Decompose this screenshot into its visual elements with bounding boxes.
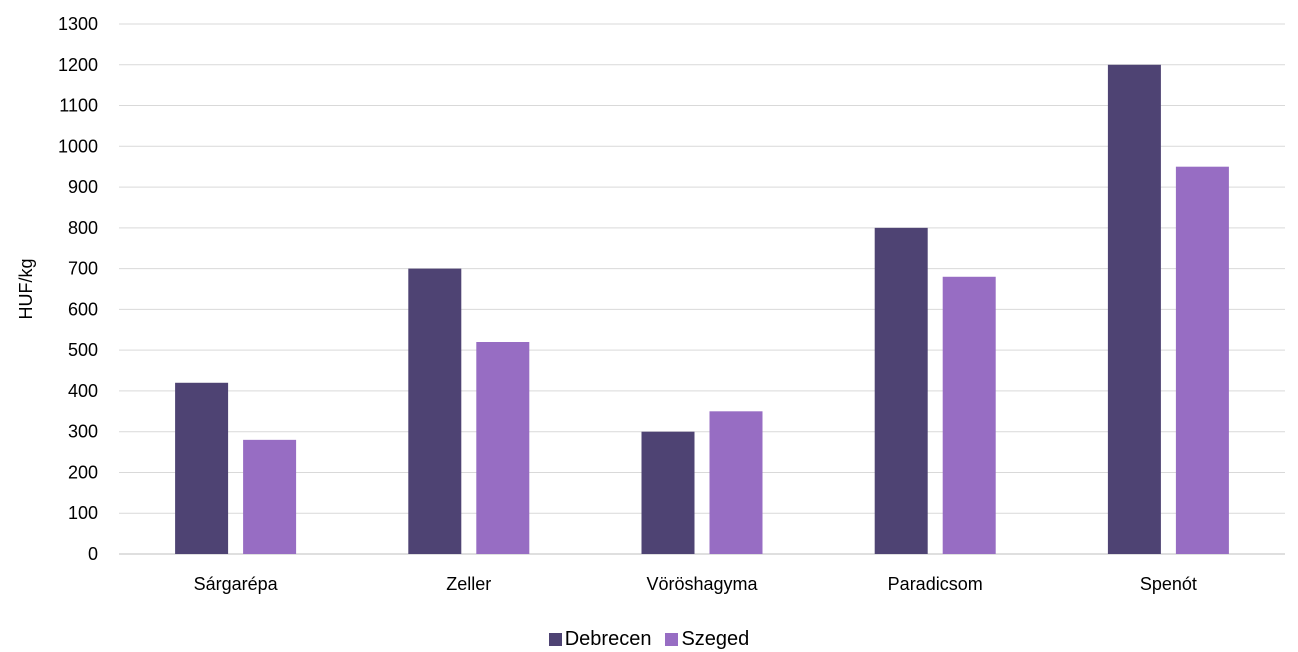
- bar-debrecen-2: [641, 431, 695, 554]
- y-tick-label: 100: [68, 503, 98, 523]
- y-tick-label: 1000: [58, 136, 98, 156]
- legend: Debrecen Szeged: [0, 626, 1298, 652]
- x-category-label: Paradicsom: [888, 574, 983, 594]
- legend-swatch-szeged: [665, 632, 679, 646]
- bar-debrecen-3: [874, 227, 928, 554]
- x-category-label: Vöröshagyma: [646, 574, 758, 594]
- y-tick-label: 0: [88, 544, 98, 564]
- x-category-labels: Sárgarépa Zeller Vöröshagyma Paradicsom Spen…: [194, 574, 1197, 594]
- y-tick-label: 200: [68, 462, 98, 482]
- y-tick-labels: 0 100 200 300 400 500 600 700 800 900 1000 1100 1200…: [58, 14, 98, 564]
- bar-debrecen-4: [1107, 64, 1161, 555]
- bar-szeged-0: [243, 439, 297, 554]
- legend-item-szeged: Szeged: [665, 628, 749, 651]
- bar-szeged-4: [1175, 166, 1229, 554]
- legend-label-debrecen: Debrecen: [564, 627, 652, 650]
- y-tick-label: 900: [68, 177, 98, 197]
- y-tick-label: 600: [68, 299, 98, 319]
- y-tick-label: 1200: [58, 55, 98, 75]
- legend-label-szeged: Szeged: [681, 627, 750, 650]
- bar-szeged-2: [709, 411, 763, 554]
- y-axis-label: HUF/kg: [16, 258, 36, 319]
- bars: [175, 64, 1229, 555]
- y-tick-label: 500: [68, 340, 98, 360]
- y-tick-label: 400: [68, 381, 98, 401]
- legend-swatch-debrecen: [548, 632, 562, 646]
- y-tick-label: 1100: [59, 96, 98, 116]
- gridlines: [119, 23, 1285, 555]
- x-category-label: Spenót: [1140, 574, 1197, 594]
- y-tick-label: 700: [68, 259, 98, 279]
- bar-szeged-1: [476, 342, 530, 554]
- bar-debrecen-1: [408, 268, 462, 554]
- legend-item-debrecen: Debrecen: [548, 627, 652, 651]
- x-category-label: Zeller: [446, 574, 491, 594]
- x-category-label: Sárgarépa: [194, 574, 279, 594]
- bar-debrecen-0: [175, 382, 229, 554]
- y-tick-label: 300: [68, 422, 98, 442]
- y-tick-label: 1300: [58, 14, 98, 34]
- bar-szeged-3: [942, 276, 996, 554]
- y-tick-label: 800: [68, 218, 98, 238]
